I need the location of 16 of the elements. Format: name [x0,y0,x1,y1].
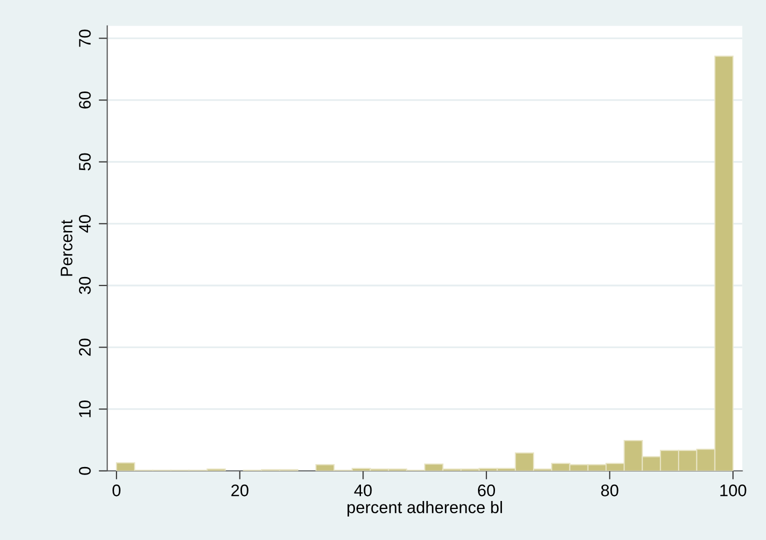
x-tick-label: 20 [231,484,248,496]
y-tick-label: 10 [78,400,91,418]
x-axis-title: percent adherence bl [348,501,502,517]
y-tick-label: 20 [78,338,91,356]
y-tick-label: 60 [78,91,91,108]
y-tick-label: 70 [78,30,91,47]
y-tick-label: 30 [78,276,91,294]
x-tick-label: 80 [601,484,618,496]
y-tick-label: 0 [78,466,91,475]
y-tick-label: 50 [78,153,91,170]
y-tick-label: 40 [78,215,91,233]
x-tick-label: 100 [720,484,746,496]
x-tick-label: 0 [112,484,120,496]
x-tick-label: 60 [478,484,496,496]
y-axis-title: Percent [60,220,72,276]
x-tick-label: 40 [354,484,372,496]
